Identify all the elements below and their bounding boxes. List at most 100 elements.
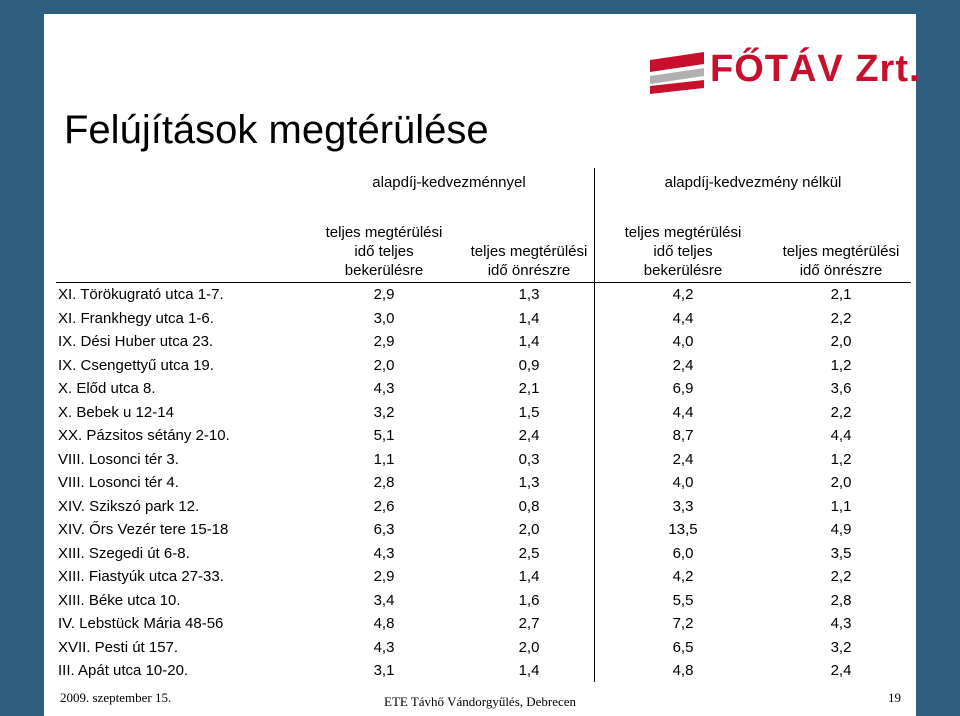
column-header-row: teljes megtérülési idő teljes bekerülésr… — [56, 196, 911, 283]
value-with-discount-own: 0,9 — [464, 353, 595, 377]
row-name: VIII. Losonci tér 4. — [58, 474, 179, 492]
row-name: XIII. Szegedi út 6-8. — [58, 544, 190, 562]
footer-band — [44, 682, 916, 716]
row-name: XI. Törökugrató utca 1-7. — [58, 286, 224, 304]
row-name: XVII. Pesti út 157. — [58, 638, 179, 656]
value-with-discount-total: 2,6 — [373, 497, 395, 515]
table-row: XIV. Őrs Vezér tere 15-18 6,3 2,0 13,5 4,9 — [56, 518, 911, 542]
value-with-discount-total: 3,2 — [373, 403, 395, 421]
value-with-discount-own: 1,5 — [464, 400, 595, 424]
value-without-discount-own: 1,1 — [830, 497, 852, 515]
value-with-discount-total: 4,3 — [373, 544, 395, 562]
column-header-line: idő önrészre — [799, 262, 883, 279]
row-name: X. Bebek u 12-14 — [58, 403, 174, 421]
column-header-line: bekerülésre — [344, 262, 424, 279]
value-without-discount-total: 4,4 — [672, 309, 694, 327]
table-row: X. Bebek u 12-14 3,2 1,5 4,4 2,2 — [56, 400, 911, 424]
value-with-discount-own: 2,5 — [464, 541, 595, 565]
table-row: XIII. Szegedi út 6-8. 4,3 2,5 6,0 3,5 — [56, 541, 911, 565]
value-without-discount-total: 4,0 — [672, 333, 694, 351]
payback-table: alapdíj-kedvezménnyel alapdíj-kedvezmény… — [56, 168, 911, 706]
value-without-discount-total: 3,3 — [672, 497, 694, 515]
table-row: XX. Pázsitos sétány 2-10. 5,1 2,4 8,7 4,4 — [56, 424, 911, 448]
table-row: XIV. Szikszó park 12. 2,6 0,8 3,3 1,1 — [56, 494, 911, 518]
row-name: VIII. Losonci tér 3. — [58, 450, 179, 468]
table-body: XI. Törökugrató utca 1-7. 2,9 1,3 4,2 2,1 XI.… — [56, 282, 911, 706]
value-without-discount-total: 4,2 — [672, 286, 694, 304]
value-without-discount-own: 2,0 — [830, 333, 852, 351]
value-with-discount-total: 3,1 — [373, 662, 395, 680]
value-without-discount-own: 3,2 — [830, 638, 852, 656]
value-with-discount-own: 2,0 — [464, 518, 595, 542]
value-with-discount-own: 1,3 — [464, 282, 595, 307]
fotav-logo: FŐTÁV Zrt. — [648, 46, 920, 98]
value-with-discount-own: 2,1 — [464, 377, 595, 401]
value-without-discount-own: 3,6 — [830, 380, 852, 398]
value-without-discount-total: 2,4 — [672, 450, 694, 468]
value-without-discount-total: 2,4 — [672, 356, 694, 374]
column-header-2: teljes megtérülési idő önrészre — [464, 196, 595, 283]
value-with-discount-total: 4,3 — [373, 380, 395, 398]
group-header-row: alapdíj-kedvezménnyel alapdíj-kedvezmény… — [56, 168, 911, 196]
value-with-discount-total: 3,0 — [373, 309, 395, 327]
row-name: XI. Frankhegy utca 1-6. — [58, 309, 214, 327]
value-with-discount-total: 2,8 — [373, 474, 395, 492]
value-without-discount-own: 1,2 — [830, 356, 852, 374]
row-name: X. Előd utca 8. — [58, 380, 156, 398]
column-header-line: bekerülésre — [643, 262, 723, 279]
value-with-discount-own: 1,4 — [464, 306, 595, 330]
value-with-discount-total: 2,0 — [373, 356, 395, 374]
value-with-discount-own: 2,7 — [464, 612, 595, 636]
footer-date: 2009. szeptember 15. — [60, 690, 172, 705]
table-row: XI. Frankhegy utca 1-6. 3,0 1,4 4,4 2,2 — [56, 306, 911, 330]
row-name: IV. Lebstück Mária 48-56 — [58, 615, 224, 633]
value-with-discount-total: 4,8 — [373, 615, 395, 633]
value-with-discount-own: 0,3 — [464, 447, 595, 471]
table-row: VIII. Losonci tér 4. 2,8 1,3 4,0 2,0 — [56, 471, 911, 495]
value-without-discount-own: 4,3 — [830, 615, 852, 633]
column-header-line: teljes megtérülési — [624, 224, 742, 241]
table-row: XI. Törökugrató utca 1-7. 2,9 1,3 4,2 2,1 — [56, 282, 911, 307]
column-header-line: idő teljes — [354, 243, 414, 260]
value-with-discount-own: 1,4 — [464, 659, 595, 683]
value-with-discount-total: 5,1 — [373, 427, 395, 445]
value-without-discount-total: 6,0 — [672, 544, 694, 562]
value-with-discount-own: 1,4 — [464, 330, 595, 354]
row-name: XX. Pázsitos sétány 2-10. — [58, 427, 230, 445]
value-without-discount-own: 2,2 — [830, 568, 852, 586]
footer-bar: 2009. szeptember 15. ETE Távhő Vándorgyű… — [0, 682, 960, 716]
value-without-discount-total: 4,0 — [672, 474, 694, 492]
value-with-discount-total: 3,4 — [373, 591, 395, 609]
table-row: XIII. Fiastyúk utca 27-33. 2,9 1,4 4,2 2,2 — [56, 565, 911, 589]
value-without-discount-total: 8,7 — [672, 427, 694, 445]
value-with-discount-total: 2,9 — [373, 568, 395, 586]
row-name: IX. Csengettyű utca 19. — [58, 356, 214, 374]
table-row: XIII. Béke utca 10. 3,4 1,6 5,5 2,8 — [56, 588, 911, 612]
value-without-discount-total: 6,9 — [672, 380, 694, 398]
table-row: IX. Csengettyű utca 19. 2,0 0,9 2,4 1,2 — [56, 353, 911, 377]
column-header-1: teljes megtérülési idő teljes bekerülésr… — [304, 196, 464, 283]
value-with-discount-own: 0,8 — [464, 494, 595, 518]
value-without-discount-total: 5,5 — [672, 591, 694, 609]
column-header-line: teljes megtérülési — [325, 224, 443, 241]
value-with-discount-total: 2,9 — [373, 286, 395, 304]
value-without-discount-own: 2,2 — [830, 309, 852, 327]
value-without-discount-own: 4,4 — [830, 427, 852, 445]
value-without-discount-total: 13,5 — [668, 521, 698, 539]
footer-page-number: 19 — [888, 690, 901, 705]
value-with-discount-total: 6,3 — [373, 521, 395, 539]
row-name: XIV. Őrs Vezér tere 15-18 — [58, 521, 229, 539]
value-with-discount-own: 2,4 — [464, 424, 595, 448]
column-header-3: teljes megtérülési idő teljes bekerülésr… — [594, 196, 771, 283]
value-without-discount-total: 4,8 — [672, 662, 694, 680]
value-without-discount-total: 4,4 — [672, 403, 694, 421]
row-name: XIII. Fiastyúk utca 27-33. — [58, 568, 224, 586]
slide-title: Felújítások megtérülése — [64, 108, 489, 152]
row-name: III. Apát utca 10-20. — [58, 662, 189, 680]
value-without-discount-own: 1,2 — [830, 450, 852, 468]
group-header-without-discount: alapdíj-kedvezmény nélkül — [664, 173, 842, 191]
value-with-discount-total: 2,9 — [373, 333, 395, 351]
value-with-discount-own: 1,6 — [464, 588, 595, 612]
table-row: X. Előd utca 8. 4,3 2,1 6,9 3,6 — [56, 377, 911, 401]
